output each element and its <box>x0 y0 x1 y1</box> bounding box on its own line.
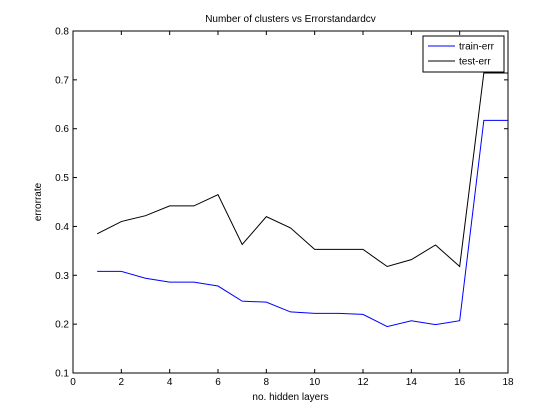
x-tick-label-6: 12 <box>357 377 369 388</box>
y-tick-label-1: 0.2 <box>55 320 69 331</box>
series-layer <box>96 72 508 328</box>
x-tick-label-1: 2 <box>119 377 125 388</box>
y-tick-label-4: 0.5 <box>55 173 69 184</box>
x-tick-label-8: 16 <box>454 377 466 388</box>
legend-label-test-err: test-err <box>459 57 491 68</box>
x-axis-title: no. hidden layers <box>252 392 328 403</box>
plot-background <box>73 31 508 373</box>
plot-frame <box>72 30 509 374</box>
y-tick-label-2: 0.3 <box>55 271 69 282</box>
x-tick-label-4: 8 <box>264 377 270 388</box>
y-tick-label-7: 0.8 <box>55 27 69 38</box>
legend-box <box>422 35 505 73</box>
x-tick-label-0: 0 <box>70 377 76 388</box>
x-tick-label-5: 10 <box>309 377 321 388</box>
y-axis-title: errorrate <box>33 182 44 221</box>
chart-title: Number of clusters vs Errorstandardcv <box>205 14 376 25</box>
y-tick-label-3: 0.4 <box>55 222 69 233</box>
x-tick-label-2: 4 <box>167 377 173 388</box>
series-line-test-err <box>96 72 508 268</box>
y-tick-label-5: 0.6 <box>55 124 69 135</box>
x-tick-label-7: 14 <box>406 377 418 388</box>
y-tick-label-6: 0.7 <box>55 75 69 86</box>
y-tick-label-0: 0.1 <box>55 369 69 380</box>
x-tick-label-9: 18 <box>502 377 514 388</box>
series-line-train-err <box>97 119 508 328</box>
x-tick-label-3: 6 <box>215 377 221 388</box>
legend-label-train-err: train-err <box>459 42 495 53</box>
legend: train-err test-err <box>422 35 505 73</box>
